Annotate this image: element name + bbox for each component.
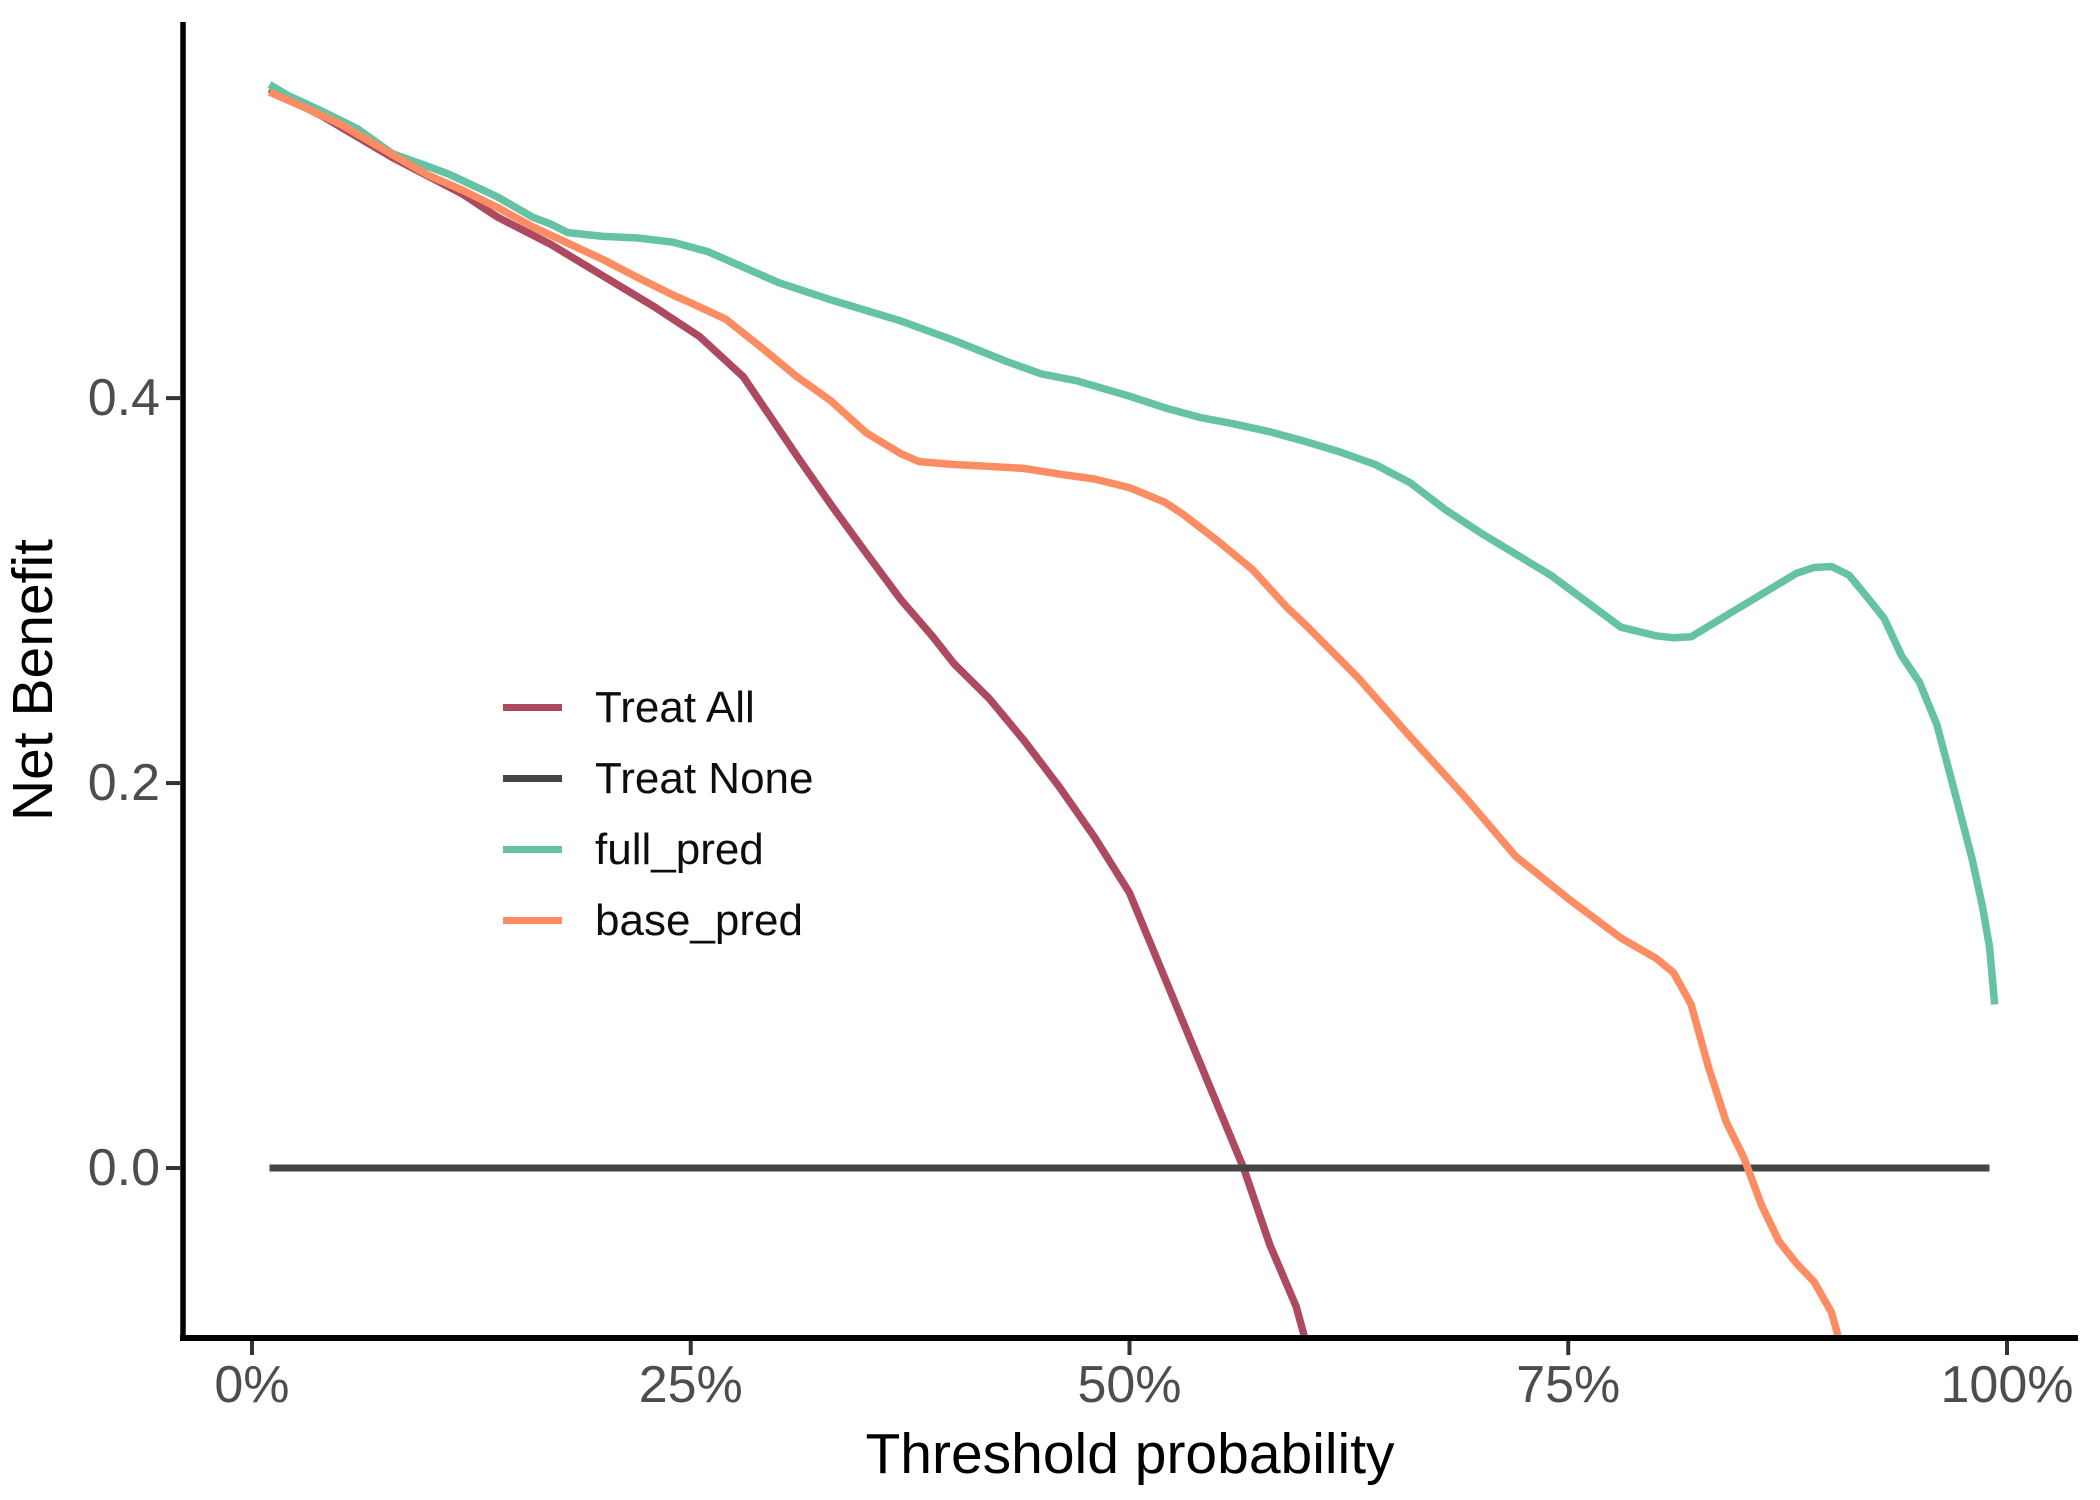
- legend-swatch-base-pred: [503, 917, 562, 924]
- legend-item-full-pred: full_pred: [503, 814, 813, 885]
- axes: 0% 25% 50% 75% 100% 0.0 0.2 0.4: [88, 22, 2078, 1414]
- series-line-base-pred: [267, 88, 1844, 1340]
- series-line-full-pred: [267, 81, 1999, 1005]
- y-tick-label: 0.0: [88, 1139, 160, 1197]
- legend-item-treat-all: Treat All: [503, 672, 813, 743]
- x-tick-label: 25%: [639, 1356, 743, 1414]
- legend-item-base-pred: base_pred: [503, 885, 813, 956]
- legend: Treat All Treat None full_pred base_pred: [503, 672, 813, 956]
- x-axis-title: Threshold probability: [865, 1422, 1395, 1486]
- series-lines: [267, 81, 1999, 1340]
- x-tick-label: 100%: [1941, 1356, 2074, 1414]
- y-axis-title: Net Benefit: [1, 539, 65, 821]
- legend-label: base_pred: [595, 895, 803, 945]
- series-line-treat-all: [267, 85, 1310, 1340]
- y-tick-label: 0.2: [88, 754, 160, 812]
- legend-swatch-full-pred: [503, 846, 562, 853]
- x-tick-label: 75%: [1516, 1356, 1620, 1414]
- x-tick-label: 50%: [1077, 1356, 1181, 1414]
- legend-item-treat-none: Treat None: [503, 743, 813, 814]
- legend-swatch-treat-all: [503, 704, 562, 711]
- y-tick-label: 0.4: [88, 369, 160, 427]
- legend-label: full_pred: [595, 824, 764, 874]
- legend-label: Treat None: [595, 753, 814, 803]
- x-tick-label: 0%: [214, 1356, 289, 1414]
- legend-swatch-treat-none: [503, 775, 562, 782]
- legend-label: Treat All: [595, 682, 755, 732]
